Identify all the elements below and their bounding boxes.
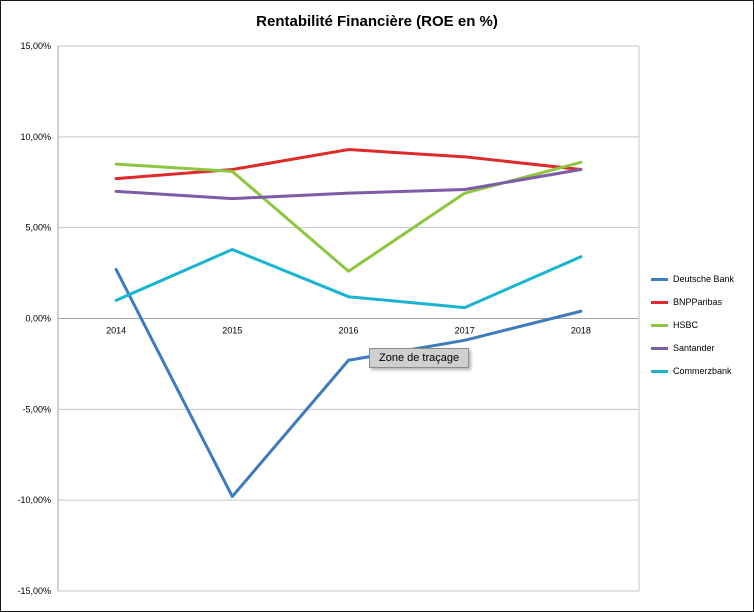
x-axis-label: 2018	[571, 326, 591, 336]
chart-title: Rentabilité Financière (ROE en %)	[256, 13, 498, 30]
line-series-hsbc[interactable]	[114, 160, 583, 273]
legend-swatch	[651, 277, 668, 281]
x-axis-label: 2015	[222, 326, 242, 336]
legend-item-santander[interactable]: Santander	[651, 343, 734, 353]
legend-swatch	[651, 369, 668, 373]
y-axis-label: 15,00%	[20, 41, 51, 51]
legend-swatch	[651, 346, 668, 350]
legend-label: Santander	[673, 343, 715, 353]
x-axis-label: 2017	[455, 326, 475, 336]
x-axis-label: 2014	[106, 326, 126, 336]
y-axis-label: 0,00%	[25, 314, 51, 324]
legend-item-commerzbank[interactable]: Commerzbank	[651, 366, 734, 376]
legend-label: BNPParibas	[673, 297, 723, 307]
x-axis-label: 2016	[338, 326, 358, 336]
y-axis-label: -15,00%	[17, 586, 51, 596]
legend-swatch	[651, 323, 668, 327]
plot-area-tooltip: Zone de traçage	[369, 348, 470, 368]
line-series-santander[interactable]	[114, 168, 583, 201]
line-series-deutsche-bank[interactable]	[114, 267, 583, 499]
line-series-bnpparibas[interactable]	[114, 148, 583, 181]
legend-label: Deutsche Bank	[673, 274, 735, 284]
legend: Deutsche Bank BNPParibas HSBC Santander Comm…	[651, 274, 734, 376]
legend-item-bnpparibas[interactable]: BNPParibas	[651, 297, 734, 307]
line-series-commerzbank[interactable]	[114, 247, 583, 310]
legend-item-hsbc[interactable]: HSBC	[651, 320, 734, 330]
legend-label: Commerzbank	[673, 366, 732, 376]
y-axis-label: 5,00%	[25, 223, 51, 233]
y-axis-label: -5,00%	[22, 404, 51, 414]
y-axis-label: 10,00%	[20, 132, 51, 142]
legend-item-deutsche-bank[interactable]: Deutsche Bank	[651, 274, 734, 284]
legend-swatch	[651, 300, 668, 304]
legend-label: HSBC	[673, 320, 699, 330]
y-axis-label: -10,00%	[17, 495, 51, 505]
